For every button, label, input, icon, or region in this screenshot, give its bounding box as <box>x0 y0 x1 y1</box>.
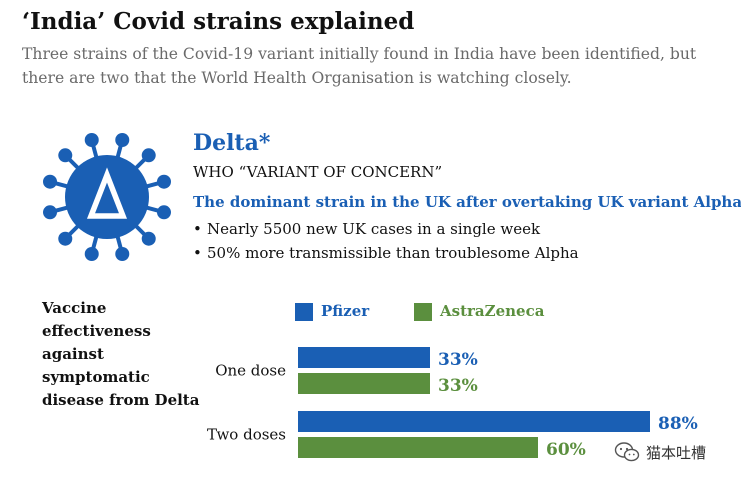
virus-spike-tip <box>115 246 130 261</box>
chart-layer: One dose 33% 33% Two doses 88% 60% <box>207 347 698 460</box>
variant-status: WHO “VARIANT OF CONCERN” <box>193 163 443 181</box>
data-label: 60% <box>546 440 586 460</box>
virus-spike-tip <box>141 148 156 163</box>
delta-symbol <box>86 167 128 219</box>
data-label: 88% <box>658 414 698 434</box>
legend-label-pfizer: Pfizer <box>321 302 370 320</box>
variant-facts: Nearly 5500 new UK cases in a single wee… <box>193 217 579 265</box>
legend-label-astrazeneca: AstraZeneca <box>440 302 545 320</box>
virus-spike-tip <box>58 231 73 246</box>
bar-pfizer <box>298 347 430 368</box>
virus-spike-tip <box>141 231 156 246</box>
virus-spike-tip <box>84 133 99 148</box>
virus-spike-tip <box>43 174 58 189</box>
virus-spike-tip <box>156 174 171 189</box>
standfirst: Three strains of the Covid-19 variant in… <box>22 45 697 87</box>
data-label: 33% <box>438 350 478 370</box>
fact-item: 50% more transmissible than troublesome … <box>193 241 579 265</box>
legend-swatch-astrazeneca <box>414 303 432 321</box>
category-label: Two doses <box>207 426 286 444</box>
data-label: 33% <box>438 376 478 396</box>
virus-spike-tip <box>84 246 99 261</box>
bar-pfizer <box>298 411 650 432</box>
variant-summary: The dominant strain in the UK after over… <box>193 193 741 211</box>
virus-spike-tip <box>115 133 130 148</box>
variant-name: Delta* <box>193 130 271 156</box>
virus-spike-tip <box>58 148 73 163</box>
virus-delta-icon <box>43 133 171 261</box>
legend-swatch-pfizer <box>295 303 313 321</box>
virus-spikes <box>43 133 171 261</box>
virus-body <box>65 155 149 239</box>
fact-item: Nearly 5500 new UK cases in a single wee… <box>193 217 579 241</box>
bar-astrazeneca <box>298 437 538 458</box>
watermark-text: 猫本吐槽 <box>646 444 707 462</box>
bar-astrazeneca <box>298 373 430 394</box>
headline: ‘India’ Covid strains explained <box>22 8 415 35</box>
virus-spike-tip <box>156 205 171 220</box>
virus-spike-tip <box>43 205 58 220</box>
wechat-icon <box>614 442 640 462</box>
chart-title: Vaccine effectiveness against symptomati… <box>42 299 200 409</box>
category-label: One dose <box>215 362 286 380</box>
